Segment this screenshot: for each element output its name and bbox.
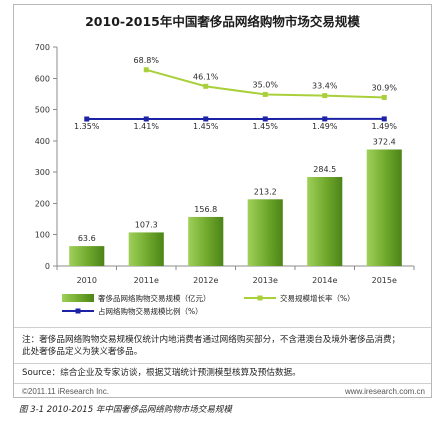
line-point-marker [143,67,149,73]
legend-swatch-marker [257,295,263,301]
line-point-marker [203,83,209,89]
legend-item: 占网络购物交易规模比例（%） [62,306,203,316]
bar-value-label: 63.6 [78,234,96,243]
y-tick-label: 500 [35,106,50,115]
line-value-label: 33.4% [312,82,338,91]
legend-label: 交易规模增长率（%） [280,293,355,303]
bar-value-label: 372.4 [373,137,396,146]
figure-caption: 图 3-1 2010-2015 年中国奢侈品网络购物市场交易规模 [19,405,232,415]
line-point-marker [322,93,328,99]
line-point-marker [322,116,328,122]
bar-value-label: 284.5 [313,165,336,174]
legend-item: 交易规模增长率（%） [244,293,355,303]
chart-canvas: 0 100 200 300 400 500 600 700 2010 2011e 2012e 2013… [35,43,415,316]
y-tick-label: 600 [35,74,50,83]
source-note: Source：综合企业及专家访谈，根据艾瑞统计预测模型核算及预估数据。 [22,368,301,378]
line-point-marker [262,91,268,97]
line-value-label: 68.8% [134,56,160,65]
chart-axes: 0 100 200 300 400 500 600 700 2010 2011e 2012e 2013… [35,43,415,285]
x-tick-label: 2014e [312,276,337,285]
legend-label: 奢侈品网络购物交易规模（亿元） [98,293,211,303]
bar [247,199,283,266]
y-tick-label: 700 [35,43,50,52]
chart-data-labels: 63.6 107.3 156.8 213.2 284.5 372.4 68.8% 46.1% 3… [74,56,397,243]
note-line-1: 注：奢侈品网络购物交易规模仅统计内地消费者通过网络购买部分，不含港澳台及境外奢侈… [22,335,401,345]
line-value-label: 1.35% [74,122,100,131]
bar [366,149,402,266]
line-value-label: 1.45% [193,122,219,131]
line-point-marker [381,94,387,100]
chart-marks [69,67,402,266]
line-value-label: 1.41% [134,122,160,131]
y-tick-label: 0 [45,262,50,271]
legend-swatch-bar [62,294,94,302]
bar [69,246,105,266]
bar [307,176,343,266]
divider-source [14,363,431,364]
chart-title: 2010-2015年中国奢侈品网络购物市场交易规模 [85,14,360,29]
website-text: www.iresearch.com.cn [344,387,425,396]
divider-footer [14,383,431,384]
bar [128,232,164,266]
y-tick-label: 100 [35,231,50,240]
line-point-marker [262,116,268,122]
figure-frame [13,4,432,398]
line-value-label: 30.9% [372,83,398,92]
note-line-2: 此处奢侈品定义为狭义奢侈品。 [22,347,143,357]
line-value-label: 1.45% [253,122,279,131]
x-tick-label: 2015e [372,276,397,285]
line-point-marker [203,116,209,122]
legend-item: 奢侈品网络购物交易规模（亿元） [62,293,211,303]
line-value-label: 1.49% [372,122,398,131]
x-tick-label: 2013e [253,276,278,285]
x-tick-label: 2012e [193,276,218,285]
line-point-marker [84,116,90,122]
copyright-text: ©2011.11 iResearch Inc. [22,387,109,396]
x-tick-label: 2011e [134,276,159,285]
bar-value-label: 156.8 [194,205,217,214]
line-point-marker [381,116,387,122]
line-point-marker [143,116,149,122]
line-value-label: 1.49% [312,122,338,131]
bar [188,216,224,266]
bar-value-label: 107.3 [135,220,158,229]
x-tick-label: 2010 [77,276,97,285]
line-value-label: 46.1% [193,72,219,81]
chart-legend: 奢侈品网络购物交易规模（亿元） 交易规模增长率（%） 占网络购物交易规模比例（%） [62,293,355,316]
bar-value-label: 213.2 [254,187,277,196]
legend-label: 占网络购物交易规模比例（%） [98,306,203,316]
divider-notes [14,327,431,328]
y-tick-label: 300 [35,168,50,177]
legend-swatch-marker [75,308,81,314]
y-tick-label: 400 [35,137,50,146]
y-tick-label: 200 [35,199,50,208]
line-value-label: 35.0% [253,80,279,89]
